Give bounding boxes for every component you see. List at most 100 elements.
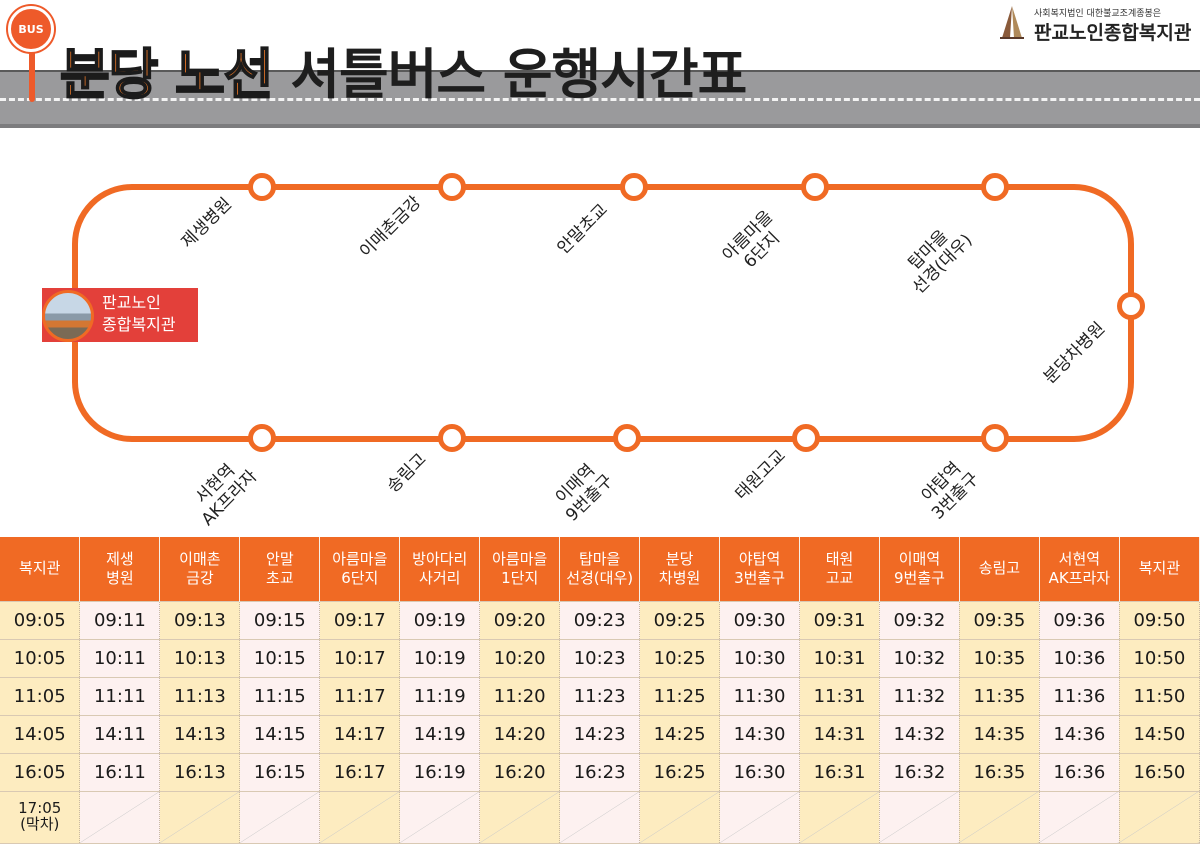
empty-cell: [1119, 790, 1200, 844]
bus-stop-sign-icon: BUS: [8, 6, 54, 52]
time-cell: 14:23: [559, 714, 641, 754]
time-cell: 16:36: [1039, 752, 1120, 792]
time-cell: 14:36: [1039, 714, 1120, 754]
time-cell: 14:13: [159, 714, 241, 754]
time-cell: 11:50: [1119, 676, 1200, 716]
route-stop-circle: [1117, 292, 1145, 320]
empty-cell: [79, 790, 161, 844]
timetable-header-cell: 복지관: [0, 537, 81, 601]
time-cell: 14:50: [1119, 714, 1200, 754]
time-cell: 09:36: [1039, 600, 1120, 640]
timetable-header-cell: 태원 고교: [799, 537, 880, 601]
road-lane-line: [0, 98, 1200, 101]
last-bus-time-cell: 17:05 (막차): [0, 790, 81, 844]
time-cell: 09:05: [0, 600, 81, 640]
time-cell: 11:19: [399, 676, 481, 716]
time-cell: 10:36: [1039, 638, 1120, 678]
timetable-header-cell: 복지관: [1119, 537, 1200, 601]
table-row: 16:05 16:11 16:13 16:15 16:17 16:19 16:20 16:23…: [0, 752, 1200, 792]
time-cell: 14:19: [399, 714, 481, 754]
title-main: 셔틀버스 운행시간표: [290, 43, 747, 106]
road-edge: [0, 124, 1200, 128]
time-cell: 10:31: [799, 638, 880, 678]
time-cell: 10:50: [1119, 638, 1200, 678]
timetable-header-cell: 제생 병원: [79, 537, 161, 601]
time-cell: 11:25: [639, 676, 721, 716]
time-cell: 09:30: [719, 600, 801, 640]
timetable-header-cell: 송림고: [959, 537, 1040, 601]
timetable-header-cell: 분당 차병원: [639, 537, 721, 601]
time-cell: 11:05: [0, 676, 81, 716]
time-cell: 16:20: [479, 752, 561, 792]
route-stop-circle: [248, 424, 276, 452]
organization-subtitle: 사회복지법인 대한불교조계종봉은: [1034, 9, 1162, 19]
time-cell: 09:11: [79, 600, 161, 640]
timetable-header-cell: 이매촌 금강: [159, 537, 241, 601]
home-station-label: 판교노인 종합복지관: [102, 292, 176, 335]
time-cell: 14:30: [719, 714, 801, 754]
time-cell: 11:23: [559, 676, 641, 716]
time-cell: 09:32: [879, 600, 960, 640]
time-cell: 11:13: [159, 676, 241, 716]
time-cell: 10:32: [879, 638, 960, 678]
empty-cell: [319, 790, 401, 844]
time-cell: 16:19: [399, 752, 481, 792]
time-cell: 16:23: [559, 752, 641, 792]
timetable-header-cell: 방아다리 사거리: [399, 537, 481, 601]
time-cell: 16:11: [79, 752, 161, 792]
timetable-header-cell: 아름마을 1단지: [479, 537, 561, 601]
route-stop-label: 야탑역 3번출구: [917, 458, 983, 524]
time-cell: 09:15: [239, 600, 321, 640]
empty-cell: [959, 790, 1040, 844]
table-row: 10:05 10:11 10:13 10:15 10:17 10:19 10:20 10:23…: [0, 638, 1200, 678]
empty-cell: [1039, 790, 1120, 844]
time-cell: 14:05: [0, 714, 81, 754]
time-cell: 09:50: [1119, 600, 1200, 640]
empty-cell: [559, 790, 641, 844]
table-row: 14:05 14:11 14:13 14:15 14:17 14:19 14:20 14:23…: [0, 714, 1200, 754]
timetable-header-row: 복지관 제생 병원 이매촌 금강 안말 초교 아름마을 6단지 방아다리 사거리 아름마을 1단지 탑마을…: [0, 537, 1200, 601]
route-stop-circle: [981, 173, 1009, 201]
time-cell: 10:20: [479, 638, 561, 678]
time-cell: 11:15: [239, 676, 321, 716]
time-cell: 16:15: [239, 752, 321, 792]
route-stop-label: 송림고: [383, 449, 431, 497]
home-building-photo: [42, 290, 94, 342]
home-station-line2: 종합복지관: [102, 314, 176, 334]
time-cell: 11:17: [319, 676, 401, 716]
organization-logo-icon: [1000, 6, 1024, 39]
time-cell: 16:50: [1119, 752, 1200, 792]
route-stop-label: 이매역 9번출구: [551, 460, 617, 526]
route-stop-circle: [438, 173, 466, 201]
time-cell: 09:17: [319, 600, 401, 640]
empty-cell: [239, 790, 321, 844]
time-cell: 09:20: [479, 600, 561, 640]
page-title: 분당 노선 셔틀버스 운행시간표: [59, 30, 747, 107]
timetable-header-cell: 탑마을 선경(대우): [559, 537, 641, 601]
time-cell: 14:11: [79, 714, 161, 754]
route-stop-circle: [792, 424, 820, 452]
timetable-header-cell: 안말 초교: [239, 537, 321, 601]
time-cell: 16:32: [879, 752, 960, 792]
bus-sign-text: BUS: [18, 23, 44, 36]
time-cell: 10:13: [159, 638, 241, 678]
time-cell: 10:23: [559, 638, 641, 678]
time-cell: 10:19: [399, 638, 481, 678]
time-cell: 16:30: [719, 752, 801, 792]
time-cell: 11:20: [479, 676, 561, 716]
timetable: 복지관 제생 병원 이매촌 금강 안말 초교 아름마을 6단지 방아다리 사거리 아름마을 1단지 탑마을…: [0, 537, 1200, 844]
timetable-header-cell: 야탑역 3번출구: [719, 537, 801, 601]
route-stop-label: 서현역 AK프라자: [191, 460, 261, 530]
empty-cell: [399, 790, 481, 844]
time-cell: 10:25: [639, 638, 721, 678]
time-cell: 11:31: [799, 676, 880, 716]
time-cell: 14:25: [639, 714, 721, 754]
time-cell: 09:19: [399, 600, 481, 640]
home-station-line1: 판교노인: [102, 293, 161, 312]
route-stop-circle: [613, 424, 641, 452]
route-stop-circle: [438, 424, 466, 452]
time-cell: 10:35: [959, 638, 1040, 678]
timetable-body: 09:05 09:11 09:13 09:15 09:17 09:19 09:20 09:23…: [0, 600, 1200, 844]
table-row: 11:05 11:11 11:13 11:15 11:17 11:19 11:20 11:23…: [0, 676, 1200, 716]
empty-cell: [159, 790, 241, 844]
